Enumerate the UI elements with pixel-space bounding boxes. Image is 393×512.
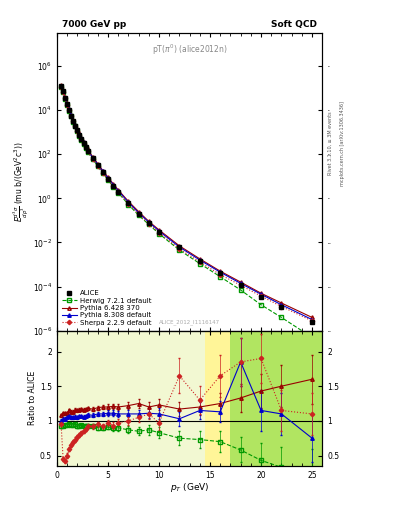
Y-axis label: Ratio to ALICE: Ratio to ALICE (28, 371, 37, 425)
Bar (57, 331, 205, 466)
Legend: ALICE, Herwig 7.2.1 default, Pythia 6.428 370, Pythia 8.308 default, Sherpa 2.2.: ALICE, Herwig 7.2.1 default, Pythia 6.42… (61, 289, 153, 327)
Text: pT($\pi^0$) (alice2012n): pT($\pi^0$) (alice2012n) (152, 42, 228, 57)
X-axis label: $p_T$ (GeV): $p_T$ (GeV) (170, 481, 209, 494)
Bar (230, 331, 322, 466)
Text: Rivet 3.1.10, ≥ 3M events: Rivet 3.1.10, ≥ 3M events (328, 112, 333, 175)
Text: mcplots.cern.ch [arXiv:1306.3436]: mcplots.cern.ch [arXiv:1306.3436] (340, 101, 345, 186)
Bar (205, 331, 322, 466)
Text: 7000 GeV pp: 7000 GeV pp (62, 20, 127, 29)
Text: ALICE_2012_I1116147: ALICE_2012_I1116147 (159, 319, 220, 325)
Text: Soft QCD: Soft QCD (271, 20, 317, 29)
Bar (57, 331, 205, 466)
Y-axis label: $E\frac{d^3\sigma}{dp^3}$ (mu b/(GeV$^2$c$^3$)): $E\frac{d^3\sigma}{dp^3}$ (mu b/(GeV$^2$… (11, 142, 30, 222)
